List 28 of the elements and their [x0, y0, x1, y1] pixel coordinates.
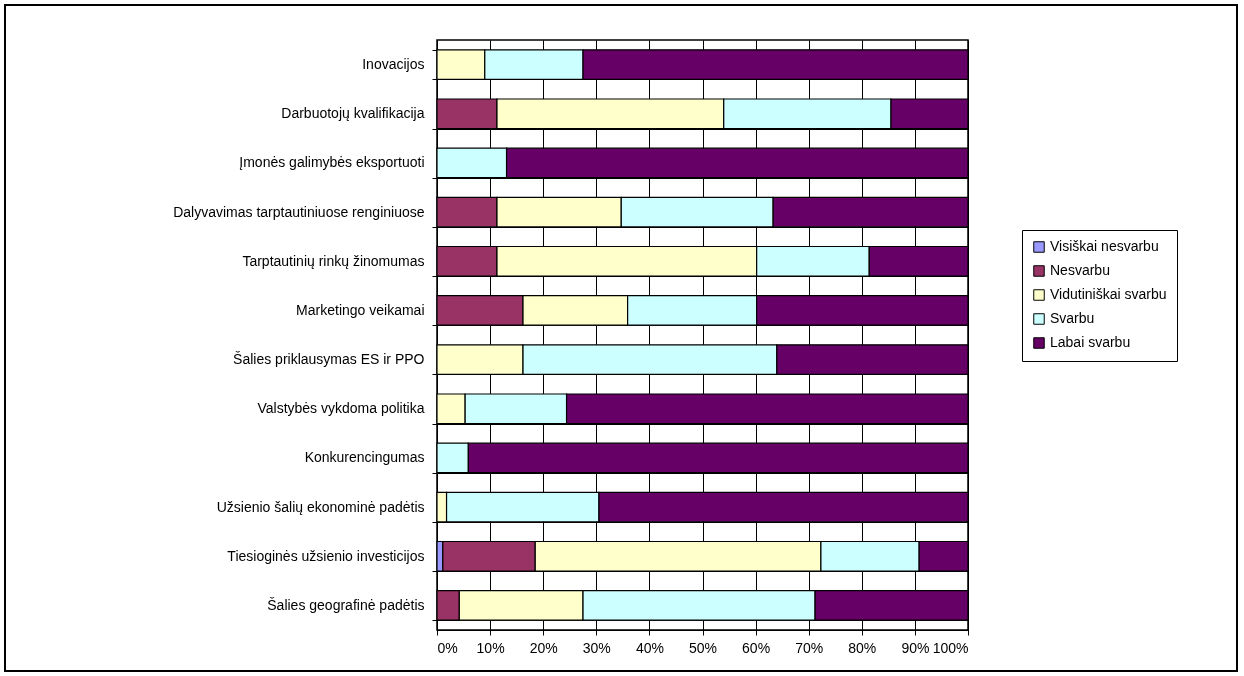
y-tick-label: Šalies geografinė padėtis	[267, 596, 425, 613]
x-tick-label: 90%	[901, 639, 930, 656]
x-tick-label: 30%	[582, 639, 611, 656]
y-tick-label: Konkurencingumas	[304, 449, 425, 466]
y-tick-label: Marketingo veikamai	[296, 301, 425, 318]
x-tick-label: 0%	[437, 639, 458, 656]
y-tick-label: Tarptautinių rinkų žinomumas	[242, 252, 425, 269]
x-tick-label: 80%	[848, 639, 877, 656]
x-tick-label: 100%	[932, 639, 969, 656]
x-tick-label: 20%	[529, 639, 558, 656]
y-tick-label: Dalyvavimas tarptautiniuose renginiuose	[173, 203, 425, 220]
y-tick-label: Tiesioginės užsienio investicijos	[227, 547, 425, 564]
x-tick-label: 70%	[795, 639, 824, 656]
y-tick-label: Šalies priklausymas ES ir PPO	[233, 351, 425, 368]
x-tick-label: 50%	[688, 639, 718, 656]
x-tick-label: 40%	[635, 639, 664, 656]
legend-label: Labai svarbu	[1050, 334, 1131, 350]
x-tick-label: 60%	[742, 639, 771, 656]
y-tick-label: Užsienio šalių ekonominė padėtis	[216, 498, 425, 515]
legend-label: Visiškai nesvarbu	[1050, 238, 1159, 254]
legend-label: Nesvarbu	[1050, 262, 1110, 278]
y-tick-label: Inovacijos	[362, 56, 425, 73]
y-tick-label: Įmonės galimybės eksportuoti	[239, 154, 425, 171]
y-tick-label: Valstybės vykdoma politika	[257, 400, 425, 417]
x-tick-label: 10%	[476, 639, 505, 656]
legend-label: Svarbu	[1050, 310, 1095, 326]
y-tick-label: Darbuotojų kvalifikacija	[281, 105, 425, 122]
legend-label: Vidutiniškai svarbu	[1050, 286, 1167, 302]
